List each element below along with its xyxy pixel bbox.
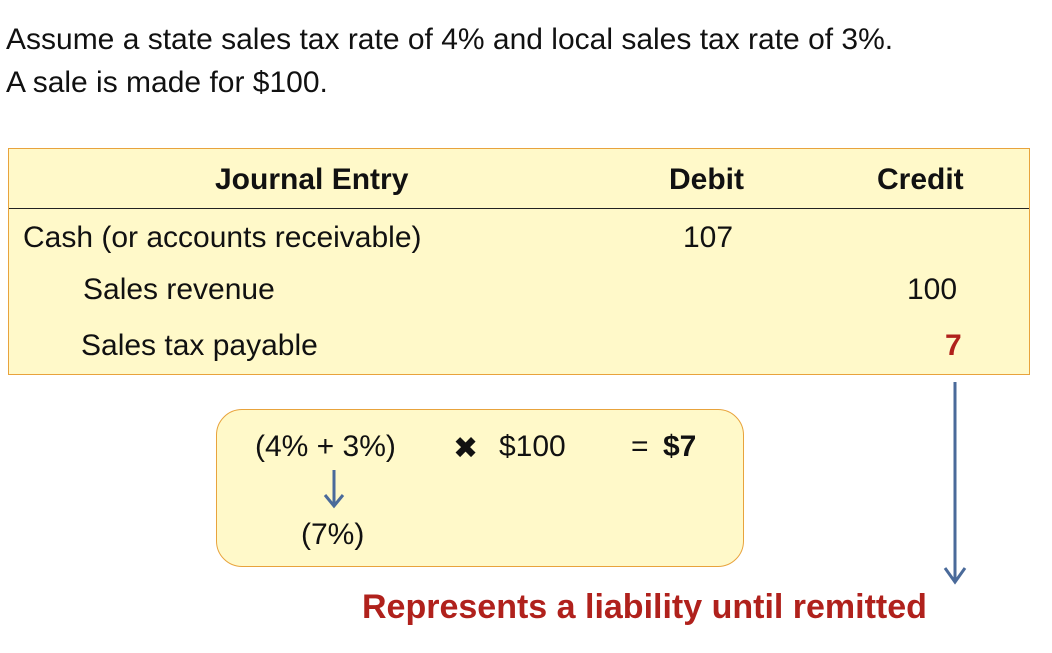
problem-statement: Assume a state sales tax rate of 4% and … xyxy=(6,18,1046,104)
journal-row-sales-revenue: Sales revenue 100 xyxy=(9,273,1029,323)
journal-row-cash: Cash (or accounts receivable) 107 xyxy=(9,221,1029,271)
credit-sales-revenue: 100 xyxy=(907,273,958,306)
header-debit: Debit xyxy=(669,163,744,196)
tax-calculation-box: (4% + 3%) ✖ $100 = $7 (7%) xyxy=(216,409,744,567)
journal-header-row: Journal Entry Debit Credit xyxy=(9,149,1029,209)
journal-row-sales-tax-payable: Sales tax payable 7 xyxy=(9,329,1029,379)
combined-rates-expression: (4% + 3%) xyxy=(255,430,396,463)
header-credit: Credit xyxy=(877,163,964,196)
problem-line-2: A sale is made for $100. xyxy=(6,66,328,99)
account-cash: Cash (or accounts receivable) xyxy=(23,221,422,254)
account-sales-tax-payable: Sales tax payable xyxy=(81,329,318,362)
down-arrow-icon-liability xyxy=(943,382,967,585)
debit-cash: 107 xyxy=(683,221,734,254)
tax-result: $7 xyxy=(663,430,697,463)
account-sales-revenue: Sales revenue xyxy=(83,273,275,306)
problem-line-1: Assume a state sales tax rate of 4% and … xyxy=(6,23,894,56)
sale-amount: $100 xyxy=(499,430,566,463)
equals-sign: = xyxy=(631,430,649,463)
header-journal-entry: Journal Entry xyxy=(215,163,409,196)
journal-entry-table: Journal Entry Debit Credit Cash (or acco… xyxy=(8,148,1030,375)
liability-note: Represents a liability until remitted xyxy=(362,588,927,626)
credit-sales-tax-payable: 7 xyxy=(945,329,962,362)
combined-rate: (7%) xyxy=(301,518,365,551)
multiply-icon: ✖ xyxy=(453,432,479,465)
